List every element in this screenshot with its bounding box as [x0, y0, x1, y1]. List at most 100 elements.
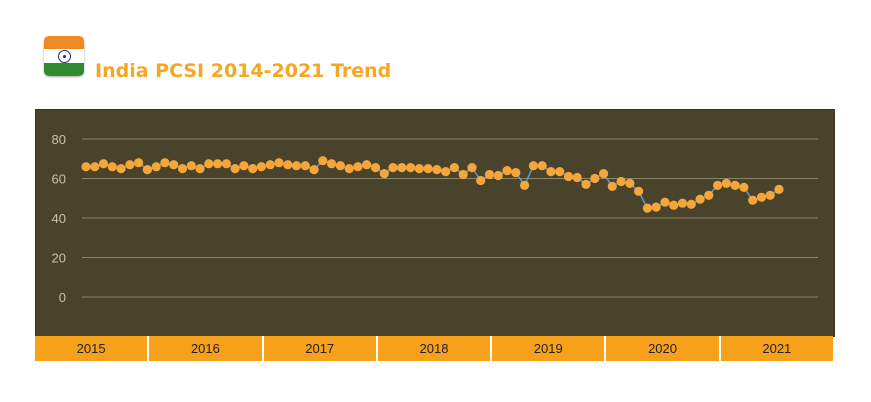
india-flag-icon	[44, 36, 84, 76]
data-point	[616, 176, 626, 187]
y-tick-label: 40	[52, 211, 66, 226]
ashoka-chakra-icon	[57, 49, 71, 63]
data-point	[327, 159, 337, 169]
data-point	[493, 170, 503, 181]
data-point	[388, 163, 398, 173]
data-point	[291, 161, 302, 171]
data-point	[406, 163, 416, 173]
data-point	[125, 160, 135, 170]
data-point	[344, 164, 354, 174]
data-point	[555, 167, 565, 177]
data-point	[414, 164, 424, 174]
year-label: 2020	[606, 336, 721, 361]
data-point	[607, 181, 617, 191]
data-point	[142, 165, 152, 175]
data-point	[756, 192, 767, 202]
data-point	[116, 164, 126, 174]
y-tick-label: 80	[52, 132, 66, 147]
year-label: 2015	[35, 336, 150, 361]
year-label: 2016	[149, 336, 264, 361]
data-point	[765, 190, 775, 200]
data-point	[572, 172, 582, 183]
data-point	[265, 160, 275, 170]
data-point	[730, 180, 740, 190]
data-point	[739, 182, 749, 192]
data-point	[283, 160, 293, 170]
data-point	[695, 194, 705, 204]
data-point	[309, 165, 319, 175]
data-point	[528, 161, 538, 171]
year-label: 2017	[263, 336, 378, 361]
data-point	[642, 203, 653, 213]
data-point	[511, 168, 521, 178]
data-point	[599, 169, 609, 179]
data-point	[484, 169, 495, 180]
data-point	[660, 197, 670, 207]
data-point	[169, 160, 179, 170]
data-point	[432, 165, 442, 175]
data-point	[677, 198, 688, 208]
year-label: 2021	[720, 336, 833, 361]
year-axis-bar: 2015 2016 2017 2018 2019 2020 2021	[35, 336, 833, 361]
data-point	[239, 161, 249, 171]
data-point	[248, 164, 258, 174]
year-label: 2019	[492, 336, 607, 361]
data-point	[476, 175, 486, 186]
data-point	[449, 163, 459, 173]
data-point	[98, 159, 109, 169]
data-point	[160, 158, 170, 168]
data-point	[546, 167, 556, 177]
data-point	[81, 162, 91, 172]
data-point	[467, 163, 477, 173]
data-point	[318, 156, 328, 166]
data-point	[221, 159, 231, 169]
page-title: India PCSI 2014-2021 Trend	[95, 60, 392, 82]
data-point	[651, 202, 661, 212]
data-point	[502, 166, 512, 176]
data-point	[335, 161, 345, 171]
data-point	[774, 184, 784, 194]
data-point	[590, 173, 600, 184]
data-point	[362, 160, 372, 170]
data-point	[204, 159, 214, 169]
data-point	[581, 179, 591, 189]
chart-area: 0 20 40 60 80	[35, 109, 835, 337]
y-tick-label: 0	[59, 290, 66, 305]
data-point	[669, 200, 679, 210]
flag-green-band	[44, 62, 84, 76]
data-point	[625, 178, 635, 188]
year-label: 2018	[377, 336, 493, 361]
data-point	[537, 161, 547, 171]
data-point	[186, 161, 196, 171]
data-point	[520, 180, 530, 190]
data-point	[151, 162, 161, 172]
data-point	[423, 164, 433, 174]
line-chart: 0 20 40 60 80	[52, 132, 818, 305]
data-point	[230, 164, 240, 174]
data-point	[195, 164, 205, 174]
data-point	[379, 169, 389, 179]
data-point	[256, 162, 266, 172]
y-tick-label: 20	[52, 251, 66, 266]
flag-saffron-band	[44, 36, 84, 50]
data-point	[748, 195, 758, 205]
data-point	[441, 167, 451, 177]
data-point	[458, 169, 468, 180]
data-point	[90, 162, 100, 172]
data-point	[134, 158, 144, 168]
data-point	[300, 161, 310, 171]
data-point	[370, 163, 381, 173]
data-point	[177, 164, 188, 174]
data-point	[634, 186, 644, 196]
data-point	[563, 171, 574, 182]
data-point	[213, 159, 223, 169]
data-point	[713, 180, 723, 190]
data-point	[704, 190, 714, 200]
data-point	[721, 178, 732, 188]
data-point	[107, 162, 117, 172]
data-point	[353, 162, 363, 172]
data-point	[397, 163, 407, 173]
data-point	[686, 199, 696, 209]
data-point	[274, 158, 284, 168]
y-tick-label: 60	[52, 172, 66, 187]
